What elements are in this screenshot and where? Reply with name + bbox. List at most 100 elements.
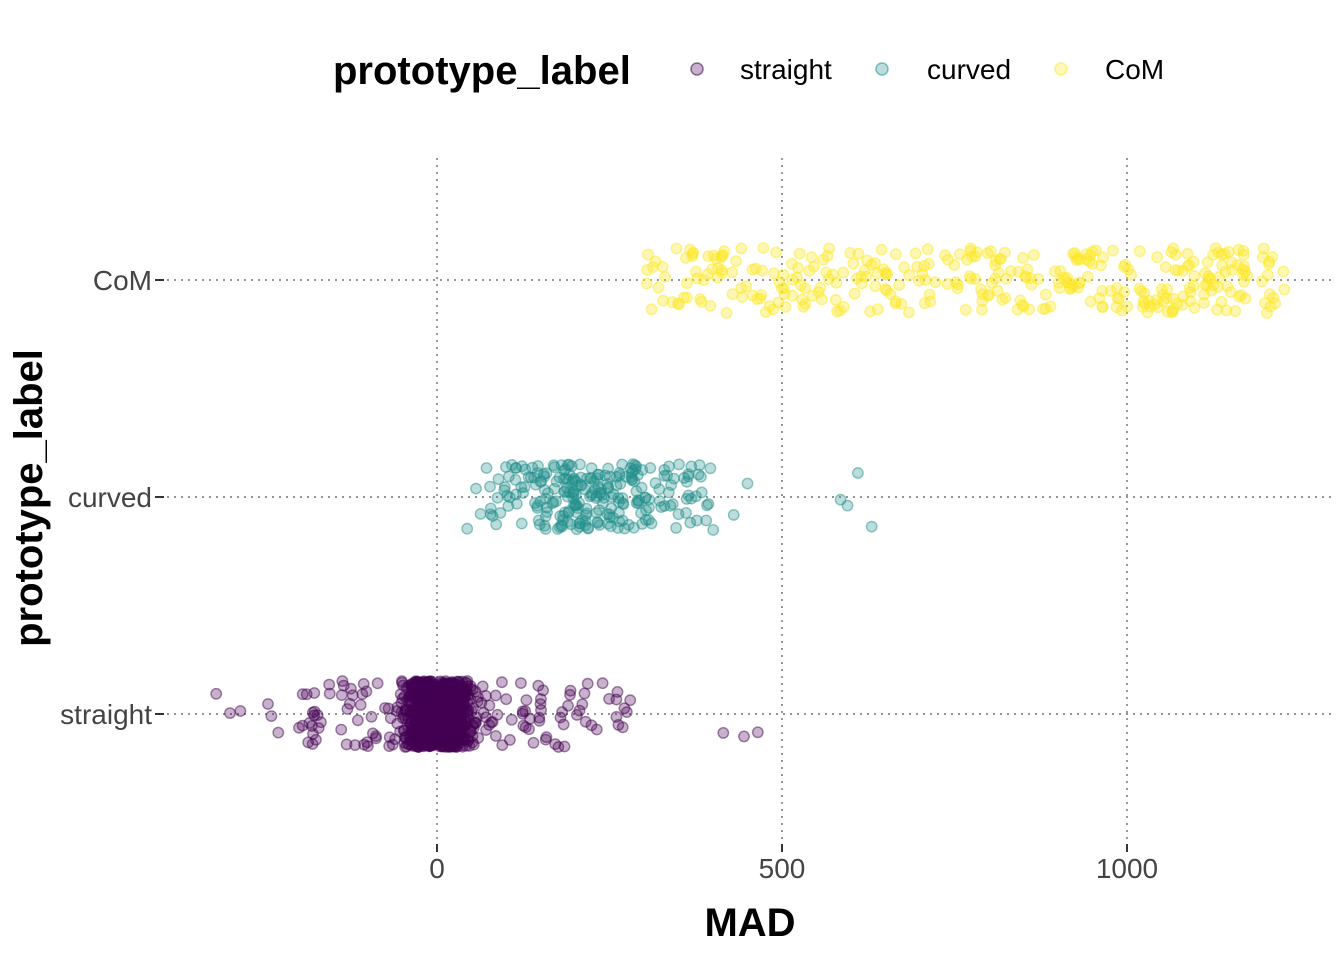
- point-com: [1177, 265, 1189, 277]
- point-com: [1086, 257, 1099, 270]
- point-curved: [480, 462, 493, 474]
- point-com: [986, 277, 998, 289]
- point-com: [1167, 303, 1180, 316]
- point-com: [848, 287, 861, 300]
- point-com: [736, 290, 749, 303]
- point-straight: [491, 708, 504, 721]
- point-curved: [673, 458, 685, 471]
- x-tick-label: 1000: [1096, 853, 1158, 884]
- point-com: [795, 279, 807, 292]
- point-curved: [509, 473, 522, 486]
- series-curved: [461, 458, 878, 536]
- point-com: [681, 277, 693, 289]
- point-com: [1039, 288, 1052, 301]
- point-com: [871, 303, 884, 316]
- point-straight: [564, 688, 576, 701]
- point-curved: [510, 462, 522, 474]
- point-com: [1235, 289, 1248, 302]
- point-curved: [741, 477, 754, 490]
- point-com: [735, 242, 748, 255]
- point-straight: [296, 688, 309, 701]
- point-curved: [628, 475, 641, 488]
- point-com: [939, 249, 952, 262]
- point-com: [793, 247, 806, 260]
- point-com: [975, 283, 987, 296]
- point-com: [903, 306, 915, 319]
- point-straight: [399, 730, 412, 743]
- point-curved: [639, 491, 652, 504]
- point-straight: [371, 677, 384, 690]
- legend-key-straight: [690, 62, 704, 76]
- legend-label-com: CoM: [1105, 54, 1164, 85]
- point-straight: [610, 693, 623, 706]
- y-axis: straight curved CoM: [60, 265, 164, 730]
- point-com: [678, 291, 690, 304]
- point-com: [706, 263, 719, 275]
- point-straight: [306, 706, 319, 719]
- point-curved: [665, 479, 677, 491]
- point-straight: [503, 734, 516, 746]
- point-com: [829, 293, 842, 306]
- point-curved: [661, 469, 673, 482]
- point-straight: [620, 706, 633, 718]
- point-com: [921, 243, 934, 256]
- point-com: [1096, 300, 1109, 313]
- point-curved: [865, 520, 878, 533]
- point-com: [1000, 272, 1013, 285]
- point-com: [830, 276, 843, 289]
- point-straight: [485, 716, 498, 729]
- point-com: [657, 294, 670, 307]
- point-curved: [616, 458, 628, 471]
- point-straight: [365, 710, 378, 723]
- point-com: [770, 246, 783, 259]
- point-straight: [411, 711, 423, 724]
- point-curved: [570, 523, 583, 536]
- point-com: [1014, 294, 1027, 307]
- point-com: [1216, 259, 1229, 272]
- point-straight: [616, 721, 629, 734]
- point-straight: [738, 730, 750, 743]
- point-curved: [563, 458, 575, 471]
- point-curved: [576, 514, 589, 526]
- point-straight: [489, 689, 502, 702]
- point-straight: [234, 705, 247, 717]
- point-curved: [643, 501, 655, 514]
- point-curved: [670, 522, 682, 534]
- point-com: [1150, 294, 1163, 306]
- point-com: [1237, 249, 1250, 261]
- point-com: [1184, 286, 1197, 299]
- point-straight: [558, 740, 571, 753]
- point-com: [670, 242, 683, 255]
- point-com: [1136, 300, 1149, 313]
- point-com: [1052, 276, 1065, 289]
- point-com: [1017, 251, 1029, 264]
- point-straight: [624, 694, 637, 707]
- point-com: [1159, 261, 1172, 273]
- point-curved: [560, 472, 572, 485]
- point-curved: [644, 462, 657, 474]
- x-tick-label: 0: [429, 853, 445, 884]
- point-straight: [306, 738, 319, 750]
- point-straight: [576, 698, 589, 711]
- point-com: [860, 270, 873, 283]
- point-com: [1277, 265, 1290, 278]
- point-com: [963, 270, 976, 283]
- point-com: [720, 306, 733, 319]
- point-curved: [584, 472, 597, 484]
- point-com: [645, 303, 658, 316]
- point-straight: [409, 687, 422, 700]
- point-straight: [351, 714, 364, 727]
- point-curved: [707, 524, 720, 536]
- point-com: [730, 255, 742, 268]
- point-curved: [653, 483, 666, 496]
- point-com: [1198, 297, 1210, 309]
- point-curved: [474, 508, 487, 520]
- point-straight: [585, 719, 598, 732]
- point-curved: [515, 517, 528, 530]
- point-com: [640, 277, 653, 290]
- legend-title: prototype_label: [333, 49, 631, 93]
- legend-key-curved: [875, 62, 889, 76]
- point-straight: [535, 704, 547, 716]
- point-com: [823, 242, 835, 255]
- point-curved: [484, 508, 497, 521]
